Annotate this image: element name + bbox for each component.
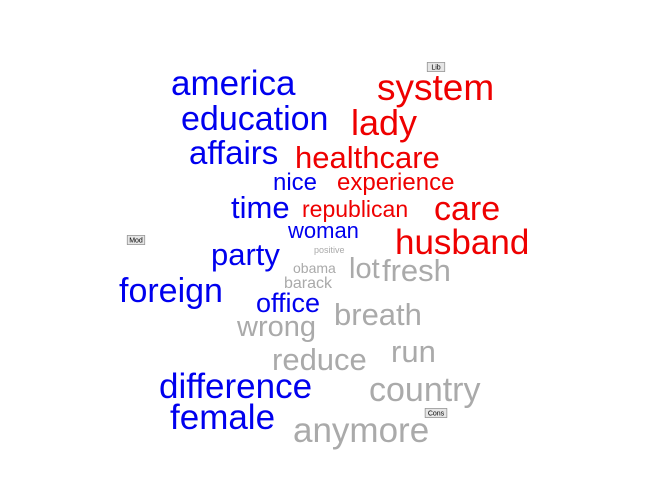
word-care: care [434, 190, 500, 228]
word-barack: barack [284, 275, 333, 292]
word-wrong: wrong [236, 311, 316, 343]
word-obama: obama [293, 260, 336, 276]
word-woman: woman [287, 218, 359, 243]
word-nice: nice [273, 169, 317, 196]
word-lady: lady [351, 102, 417, 143]
word-female: female [170, 398, 275, 437]
word-affairs: affairs [189, 134, 278, 171]
word-difference: difference [159, 367, 312, 406]
pole-label-text: Mod [129, 237, 143, 244]
word-time: time [231, 190, 290, 225]
word-breath: breath [334, 297, 422, 332]
pole-label-text: Lib [431, 64, 440, 71]
word-reduce: reduce [272, 342, 367, 377]
word-experience: experience [337, 169, 454, 196]
word-republican: republican [302, 196, 408, 222]
pole-label-box [426, 62, 446, 72]
word-run: run [391, 334, 436, 369]
word-office: office [256, 288, 320, 318]
pole-label-text: Cons [428, 410, 445, 417]
word-healthcare: healthcare [295, 140, 440, 175]
word-system: system [377, 67, 494, 108]
word-america: america [171, 64, 296, 103]
word-anymore: anymore [293, 411, 429, 450]
word-country: country [369, 371, 481, 409]
pole-label-box [424, 408, 448, 418]
word-positive: positive [314, 245, 345, 255]
word-husband: husband [395, 223, 529, 262]
word-foreign: foreign [119, 272, 223, 310]
word-party: party [211, 237, 280, 272]
pole-label-box [126, 235, 146, 245]
pole-label-lib: Lib [426, 62, 446, 72]
word-lot: lot [349, 253, 380, 285]
word-education: education [181, 100, 328, 138]
pole-label-mod: Mod [126, 235, 146, 245]
pole-label-cons: Cons [424, 408, 448, 418]
word-fresh: fresh [382, 253, 451, 288]
